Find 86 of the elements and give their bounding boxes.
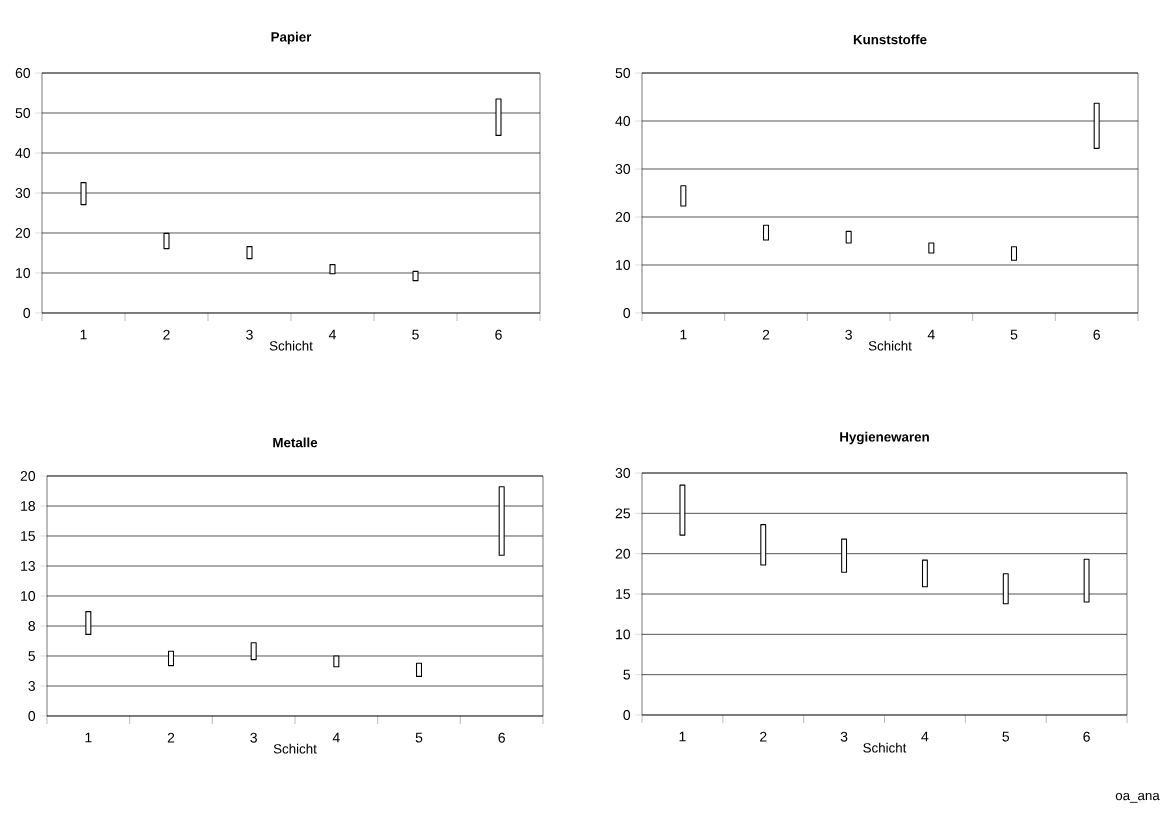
y-tick-label: 5: [28, 651, 36, 661]
bar: [412, 270, 419, 282]
y-tick-label: 30: [615, 468, 631, 478]
bar: [760, 524, 767, 566]
y-tick-label: 25: [615, 508, 631, 519]
x-tick-label: 1: [679, 731, 686, 742]
x-tick-label: 1: [85, 732, 92, 743]
y-tick-label: 40: [615, 116, 631, 126]
y-tick-label: 5: [623, 669, 631, 680]
chart-title: Kunststoffe: [853, 34, 927, 45]
bar: [415, 662, 423, 677]
bar: [928, 242, 935, 254]
x-tick-label: 3: [845, 329, 852, 340]
bar: [841, 538, 848, 573]
bar: [921, 559, 928, 588]
x-tick-label: 5: [1010, 329, 1018, 340]
x-tick-label: 3: [246, 329, 253, 340]
x-tick-label: 4: [332, 732, 340, 743]
bar: [1002, 573, 1009, 605]
chart-title: Hygienewaren: [840, 431, 929, 445]
bar: [679, 484, 686, 536]
y-tick-label: 0: [623, 308, 631, 318]
y-tick-label: 30: [15, 188, 31, 198]
y-tick-label: 50: [15, 108, 31, 118]
chart-title: Metalle: [273, 437, 318, 448]
y-tick-label: 50: [615, 68, 631, 78]
y-tick-label: 3: [28, 681, 36, 691]
x-tick-label: 5: [1002, 731, 1010, 742]
x-tick-label: 1: [80, 329, 87, 340]
x-tick-label: 6: [495, 329, 502, 340]
y-tick-label: 10: [616, 629, 631, 640]
text: oa_ana: [1115, 792, 1160, 803]
bar: [1083, 558, 1090, 603]
bar: [167, 650, 175, 667]
y-tick-label: 60: [15, 68, 31, 78]
x-tick-label: 3: [840, 731, 848, 742]
x-tick-label: 4: [328, 329, 336, 340]
x-tick-label: 2: [760, 731, 767, 742]
x-axis-title: Schicht: [273, 743, 317, 754]
y-tick-label: 10: [21, 591, 36, 601]
y-tick-label: 10: [16, 268, 31, 278]
y-tick-label: 30: [615, 164, 631, 174]
y-tick-label: 8: [28, 621, 36, 631]
bar: [1010, 246, 1018, 261]
bar: [1093, 102, 1100, 149]
y-tick-label: 20: [15, 228, 31, 238]
bar: [85, 611, 92, 635]
y-tick-label: 20: [615, 212, 631, 222]
bar: [163, 232, 170, 250]
x-tick-label: 2: [163, 329, 170, 340]
bar: [333, 655, 340, 668]
x-tick-label: 5: [412, 329, 419, 340]
y-tick-label: 0: [23, 308, 31, 318]
x-tick-label: 5: [415, 732, 423, 743]
bar: [80, 182, 87, 206]
y-tick-label: 13: [21, 561, 36, 571]
x-tick-label: 6: [1093, 329, 1100, 340]
x-tick-label: 2: [167, 732, 175, 743]
x-axis-title: Schicht: [269, 340, 313, 351]
y-tick-label: 15: [616, 589, 631, 599]
x-tick-label: 3: [250, 732, 257, 743]
bar: [246, 246, 253, 260]
x-axis-title: Schicht: [868, 340, 912, 351]
x-tick-label: 4: [927, 329, 935, 340]
bar: [495, 98, 502, 136]
bar: [762, 224, 770, 241]
y-tick-label: 20: [615, 548, 631, 559]
y-tick-label: 15: [21, 531, 36, 541]
chart-title: Papier: [271, 31, 312, 45]
y-tick-label: 0: [28, 711, 36, 721]
y-tick-label: 0: [623, 710, 631, 720]
bar: [498, 486, 505, 556]
x-tick-label: 4: [921, 731, 929, 742]
bar: [329, 264, 336, 275]
x-tick-label: 2: [762, 329, 770, 340]
x-tick-label: 6: [1083, 731, 1090, 742]
y-tick-label: 18: [21, 501, 36, 511]
bar: [845, 230, 852, 244]
x-axis-title: Schicht: [863, 742, 907, 753]
x-tick-label: 6: [498, 732, 505, 743]
y-tick-label: 10: [616, 260, 631, 270]
x-tick-label: 1: [680, 329, 687, 340]
y-tick-label: 20: [20, 471, 36, 481]
bar: [250, 642, 257, 661]
bar: [680, 185, 687, 207]
y-tick-label: 40: [15, 148, 31, 158]
